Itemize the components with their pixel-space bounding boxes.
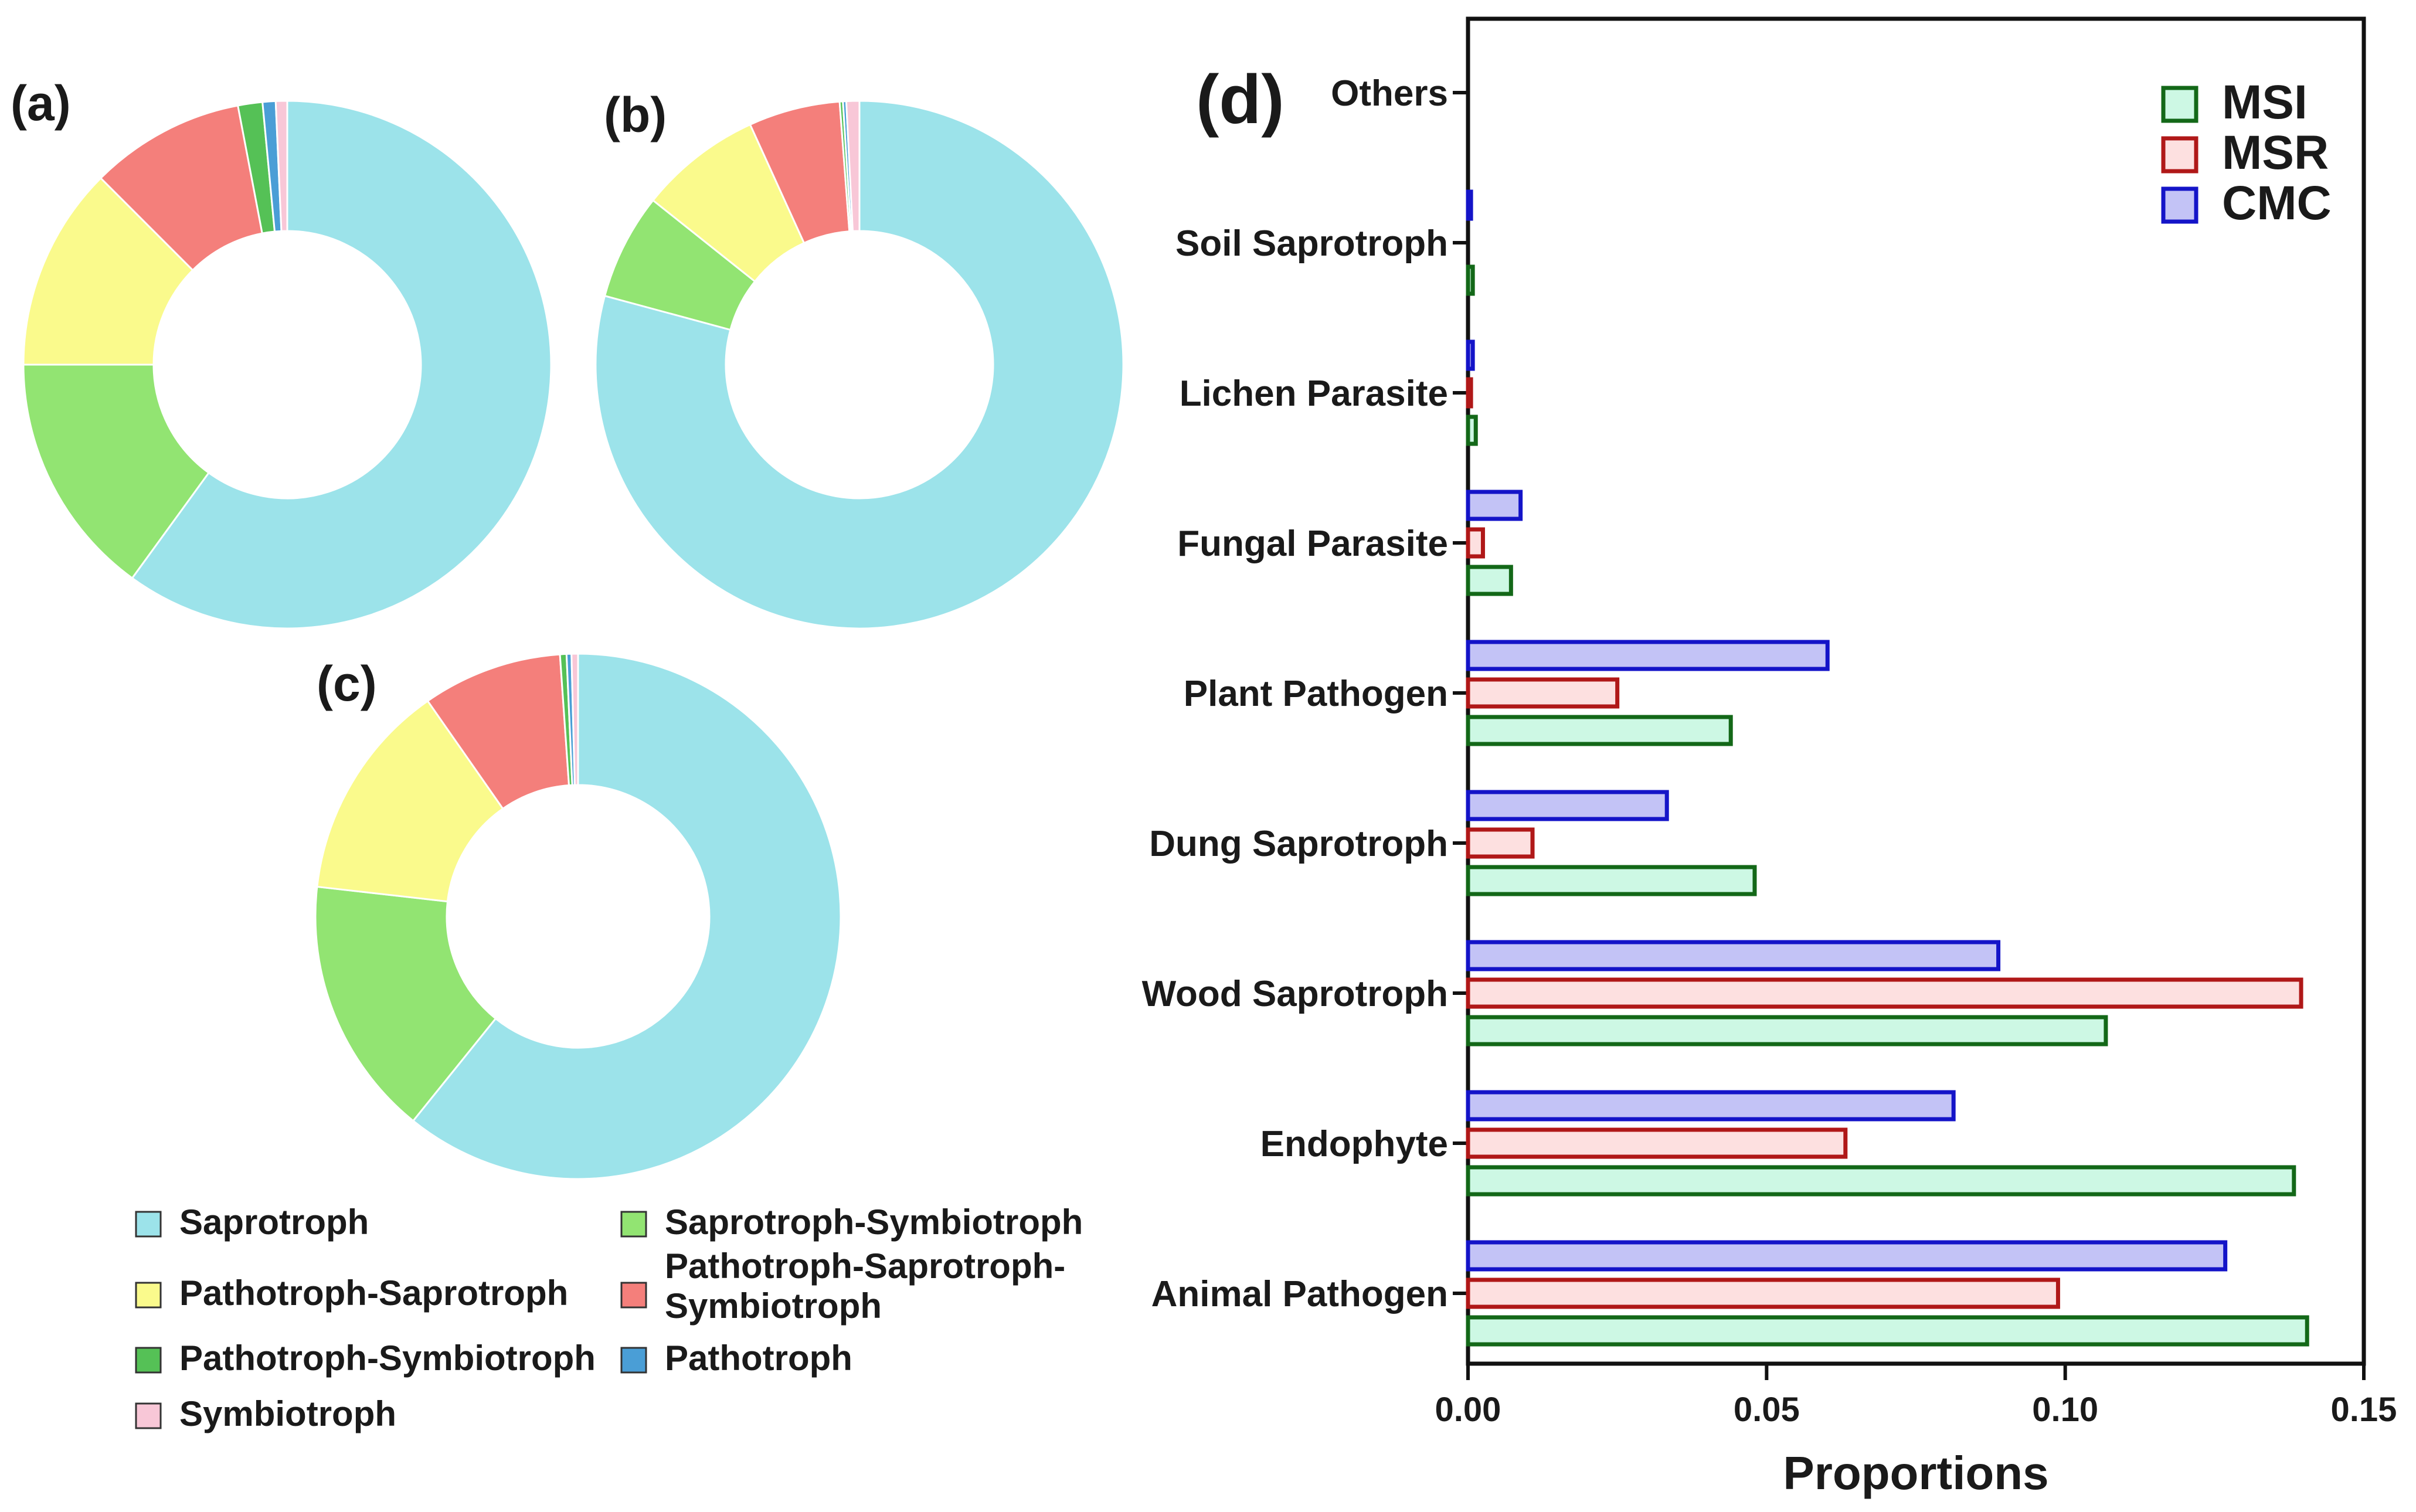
x-tick-label-0: 0.00	[1435, 1391, 1501, 1429]
bar-msr-lichen-parasite	[1466, 377, 1473, 409]
donut-c-slice-saprotroph	[412, 653, 842, 1180]
donut-a-slice-saprotroph-symbiotroph	[22, 363, 210, 580]
donut-chart-b	[594, 100, 1124, 630]
legend-swatch-saprotroph-symbiotroph	[620, 1211, 647, 1238]
donut-a-slice-pathotroph-saprotroph-symbiotroph	[99, 104, 264, 271]
legend-swatch-pathotroph-saprotroph	[135, 1282, 162, 1309]
bar-cmc-fungal-parasite	[1466, 490, 1523, 521]
legend-swatch-pathotroph-saprotroph-symbiotroph	[620, 1282, 647, 1309]
bar-msi-endophyte	[1466, 1165, 2296, 1197]
legend-swatch-pathotroph	[620, 1347, 647, 1374]
bar-legend-swatch-msi	[2161, 86, 2198, 123]
bar-msi-soil-saprotroph	[1466, 264, 1475, 296]
donut-c-slice-symbiotroph	[570, 653, 579, 786]
donut-a-slice-symbiotroph	[274, 100, 288, 232]
category-label-fungal-parasite: Fungal Parasite	[1177, 524, 1448, 564]
panel-label-c: (c)	[317, 656, 377, 711]
legend-swatch-symbiotroph	[135, 1402, 162, 1429]
bar-legend-label-cmc: CMC	[2222, 176, 2332, 230]
donut-b-slice-symbiotroph	[845, 100, 861, 232]
category-label-soil-saprotroph: Soil Saprotroph	[1175, 223, 1448, 264]
bar-legend-swatch-cmc	[2161, 186, 2198, 224]
category-label-dung-saprotroph: Dung Saprotroph	[1149, 824, 1448, 864]
donut-chart-a	[22, 100, 552, 630]
donut-a-slice-pathotroph-saprotroph	[22, 176, 194, 366]
bar-msi-dung-saprotroph	[1466, 865, 1757, 896]
bar-msr-wood-saprotroph	[1466, 977, 2303, 1009]
donut-c-slice-pathotroph-saprotroph	[316, 699, 504, 903]
bar-msr-animal-pathogen	[1466, 1277, 2060, 1309]
panel-label-a: (a)	[11, 76, 71, 131]
bar-msr-plant-pathogen	[1466, 677, 1620, 709]
bar-cmc-plant-pathogen	[1466, 640, 1830, 671]
bar-cmc-dung-saprotroph	[1466, 790, 1669, 821]
panel-label-d: (d)	[1196, 61, 1285, 138]
bar-msi-wood-saprotroph	[1466, 1015, 2108, 1046]
bar-cmc-animal-pathogen	[1466, 1240, 2228, 1272]
bar-cmc-wood-saprotroph	[1466, 940, 2001, 971]
category-label-others: Others	[1331, 73, 1448, 114]
legend-label-pathotroph: Pathotroph	[665, 1338, 852, 1378]
bar-legend-label-msi: MSI	[2222, 76, 2308, 129]
category-label-wood-saprotroph: Wood Saprotroph	[1142, 974, 1448, 1014]
legend-label-saprotroph-symbiotroph: Saprotroph-Symbiotroph	[665, 1202, 1083, 1242]
category-label-plant-pathogen: Plant Pathogen	[1184, 674, 1448, 714]
donut-c-slice-saprotroph-symbiotroph	[314, 885, 497, 1122]
legend-label-pathotroph-symbiotroph: Pathotroph-Symbiotroph	[179, 1338, 596, 1378]
category-label-lichen-parasite: Lichen Parasite	[1180, 373, 1448, 414]
bar-msi-animal-pathogen	[1466, 1315, 2309, 1347]
donut-chart-c	[314, 653, 842, 1180]
x-tick-label-3: 0.15	[2331, 1391, 2397, 1429]
bar-cmc-soil-saprotroph	[1466, 189, 1473, 221]
bar-msr-endophyte	[1466, 1127, 1848, 1159]
bar-msr-dung-saprotroph	[1466, 827, 1535, 859]
x-tick-label-2: 0.10	[2032, 1391, 2098, 1429]
legend-label-pathotroph-saprotroph-symbiotroph: Pathotroph-Saprotroph-	[665, 1246, 1065, 1286]
bar-cmc-endophyte	[1466, 1090, 1956, 1122]
bar-msi-plant-pathogen	[1466, 715, 1733, 746]
panel-label-b: (b)	[604, 87, 667, 142]
donut-legend: Saprotroph Saprotroph-SymbiotrophPathotro…	[135, 1202, 1083, 1433]
legend-swatch-saprotroph	[135, 1211, 162, 1238]
category-label-endophyte: Endophyte	[1260, 1124, 1448, 1164]
bar-cmc-lichen-parasite	[1466, 339, 1475, 371]
bar-chart-d: Others Soil Saprotroph Lichen Parasite Fung…	[1142, 16, 2397, 1499]
bar-legend-label-msr: MSR	[2222, 126, 2329, 179]
legend-label-pathotroph-saprotroph: Pathotroph-Saprotroph	[179, 1273, 568, 1313]
donut-b-slice-saprotroph	[594, 100, 1124, 630]
donut-a-slice-saprotroph	[131, 100, 552, 630]
legend-label-symbiotroph: Symbiotroph	[179, 1394, 396, 1433]
bar-msi-fungal-parasite	[1466, 565, 1513, 596]
bar-legend-swatch-msr	[2161, 136, 2198, 174]
bar-msr-fungal-parasite	[1466, 527, 1485, 559]
legend-label-pathotroph-saprotroph-symbiotroph-line2: Symbiotroph	[665, 1286, 882, 1326]
category-label-animal-pathogen: Animal Pathogen	[1151, 1274, 1448, 1314]
legend-label-saprotroph: Saprotroph	[179, 1202, 369, 1242]
legend-swatch-pathotroph-symbiotroph	[135, 1347, 162, 1374]
x-tick-label-1: 0.05	[1734, 1391, 1800, 1429]
x-axis-title: Proportions	[1783, 1447, 2048, 1499]
bar-msi-lichen-parasite	[1466, 414, 1478, 446]
